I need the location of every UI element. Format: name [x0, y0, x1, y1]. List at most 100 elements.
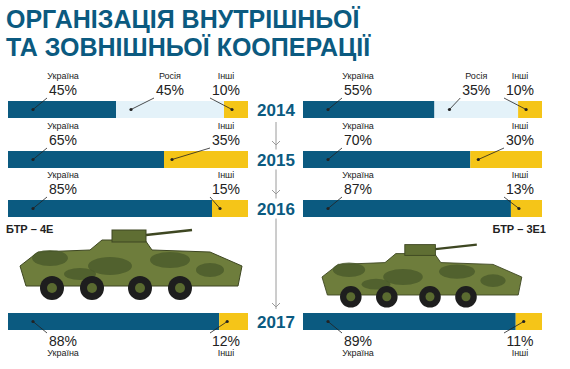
- data-label: 45%: [49, 82, 77, 98]
- series-name: Інші: [512, 71, 529, 81]
- leader-line: [449, 98, 460, 110]
- vehicle-illustration: [322, 245, 522, 308]
- vehicle-hub: [426, 292, 435, 301]
- data-label: 30%: [506, 132, 534, 148]
- leader-line: [328, 322, 342, 334]
- series-name: Україна: [47, 121, 79, 131]
- leader-line: [172, 148, 210, 160]
- series-name: Україна: [47, 348, 79, 358]
- vehicle-wheel: [168, 276, 192, 300]
- bars: [8, 101, 248, 330]
- leader-line: [33, 148, 47, 160]
- vehicle-turret: [112, 230, 146, 242]
- vehicle-camo: [196, 263, 224, 277]
- category-label: 2016: [257, 200, 295, 219]
- bar-segment: [8, 101, 116, 118]
- vehicle-wheel: [376, 286, 398, 308]
- vehicle-wheel: [455, 286, 477, 308]
- series-name: Інші: [218, 348, 235, 358]
- data-label: 11%: [507, 333, 534, 349]
- category-labels: 2014201520162017: [252, 100, 300, 332]
- leader-dot: [326, 207, 329, 210]
- data-label: 35%: [462, 82, 490, 98]
- series-name: Інші: [218, 71, 235, 81]
- series-name: Україна: [47, 71, 79, 81]
- bar-segment: [224, 101, 248, 118]
- leader-dot: [448, 108, 451, 111]
- series-name: Україна: [342, 121, 374, 131]
- title-line: ТА ЗОВНІШНЬОЇ КООПЕРАЦІЇ: [6, 33, 371, 61]
- vehicle-camo: [439, 264, 475, 278]
- chart-title: БТР – 4Е: [6, 223, 53, 235]
- vehicle-wheel: [80, 276, 104, 300]
- year-background: [252, 150, 300, 170]
- chart-canvas: ОРГАНІЗАЦІЯ ВНУТРІШНЬОЇТА ЗОВНІШНЬОЇ КОО…: [0, 0, 570, 369]
- year-background: [252, 199, 300, 219]
- series-name: Інші: [218, 121, 235, 131]
- vehicle-hub: [47, 283, 57, 293]
- leader-line: [504, 98, 526, 110]
- series-name: Україна: [342, 348, 374, 358]
- vehicle-turret: [405, 245, 436, 256]
- leader-line: [478, 148, 504, 160]
- leader-line: [33, 322, 47, 334]
- leader-dot: [129, 108, 132, 111]
- leader-dot: [522, 320, 525, 323]
- leader-line: [210, 197, 220, 209]
- category-label: 2014: [257, 101, 295, 120]
- vehicle-hub: [462, 292, 471, 301]
- leader-dot: [525, 108, 528, 111]
- series-name: Інші: [512, 121, 529, 131]
- leader-dot: [170, 158, 173, 161]
- vehicle-illustration: [20, 230, 242, 300]
- title-line: ОРГАНІЗАЦІЯ ВНУТРІШНЬОЇ: [6, 5, 360, 33]
- leader-line: [504, 197, 519, 209]
- leader-dot: [31, 320, 34, 323]
- data-label: 87%: [344, 181, 372, 197]
- data-label: 65%: [49, 132, 77, 148]
- bar-segment: [470, 151, 542, 168]
- data-label: 13%: [506, 181, 534, 197]
- bar-segment: [8, 200, 212, 217]
- bar-segment: [518, 101, 542, 118]
- data-labels: Україна45%Україна65%Україна85%Україна88%…: [31, 71, 240, 358]
- vehicle-hub: [175, 283, 185, 293]
- leader-dot: [230, 108, 233, 111]
- data-label: 10%: [212, 82, 240, 98]
- series-name: Росія: [465, 71, 487, 81]
- bar-segment: [219, 313, 248, 330]
- leader-dot: [226, 320, 229, 323]
- chart-title: БТР – 3Е1: [493, 223, 547, 235]
- leader-dot: [326, 158, 329, 161]
- vehicle-wheel: [40, 276, 64, 300]
- leader-dot: [31, 207, 34, 210]
- data-label: 85%: [49, 181, 77, 197]
- vehicle-camo: [480, 274, 505, 287]
- leader-dot: [31, 108, 34, 111]
- data-labels: Україна55%Україна70%Україна87%Україна89%…: [326, 71, 534, 358]
- bar-segment: [303, 151, 470, 168]
- timeline-arrowhead: [272, 141, 280, 145]
- data-label: 10%: [506, 82, 534, 98]
- data-label: 35%: [212, 132, 240, 148]
- category-label: 2015: [257, 151, 295, 170]
- series-name: Інші: [512, 348, 529, 358]
- bar-segment: [212, 200, 248, 217]
- leader-line: [33, 98, 47, 110]
- vehicle-gun: [146, 230, 192, 235]
- series-name: Україна: [342, 71, 374, 81]
- data-label: 70%: [344, 132, 372, 148]
- vehicle-hub: [135, 283, 145, 293]
- bar-segment: [164, 151, 248, 168]
- vehicle-wheel: [128, 276, 152, 300]
- series-name: Україна: [47, 170, 79, 180]
- leader-dot: [218, 207, 221, 210]
- leader-dot: [326, 108, 329, 111]
- vehicle-gun: [435, 245, 476, 250]
- series-name: Україна: [342, 170, 374, 180]
- leader-dot: [517, 207, 520, 210]
- vehicle-wheel: [340, 286, 362, 308]
- bar-chart: Україна55%Україна70%Україна87%Україна89%…: [303, 71, 546, 358]
- leader-dot: [477, 158, 480, 161]
- title: ОРГАНІЗАЦІЯ ВНУТРІШНЬОЇТА ЗОВНІШНЬОЇ КОО…: [6, 5, 371, 61]
